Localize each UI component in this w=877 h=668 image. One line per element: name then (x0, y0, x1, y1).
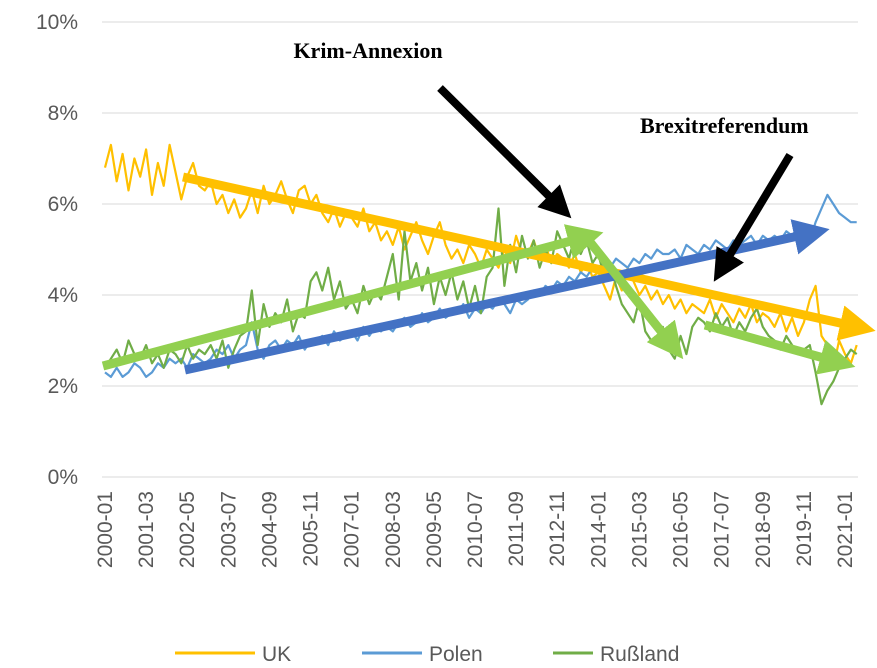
annotation: Brexitreferendum (640, 113, 809, 138)
y-tick-label: 8% (48, 102, 78, 125)
legend: UK Polen Rußland (175, 643, 679, 666)
y-tick-label: 10% (36, 11, 78, 34)
trend-arrow (703, 320, 856, 375)
x-tick-label: 2012-11 (546, 491, 569, 567)
x-tick-label: 2017-07 (711, 491, 734, 568)
x-tick-label: 2015-03 (628, 491, 651, 568)
x-tick-label: 2005-11 (300, 491, 323, 567)
y-tick-label: 2% (48, 375, 78, 398)
x-tick-label: 2018-09 (752, 491, 775, 568)
y-tick-label: 6% (48, 193, 78, 216)
x-tick-label: 2011-09 (505, 491, 528, 567)
x-tick-label: 2008-03 (382, 491, 405, 568)
x-tick-label: 2010-07 (464, 491, 487, 568)
trend-arrow (101, 224, 604, 371)
y-tick-label: 4% (48, 284, 78, 307)
x-tick-label: 2007-01 (341, 491, 364, 568)
legend-label: Rußland (600, 643, 679, 666)
x-tick-label: 2019-11 (793, 491, 816, 567)
trend-arrow (582, 234, 684, 360)
x-tick-label: 2001-03 (135, 491, 158, 568)
annotation-arrow (437, 85, 572, 219)
trend-arrows (101, 85, 876, 375)
x-tick-label: 2000-01 (94, 491, 117, 568)
x-tick-label: 2014-01 (587, 491, 610, 568)
annotation-arrow (713, 152, 794, 282)
x-tick-label: 2016-05 (670, 491, 693, 568)
x-tick-label: 2009-05 (423, 491, 446, 568)
x-tick-label: 2004-09 (258, 491, 281, 568)
x-tick-label: 2003-07 (217, 491, 240, 568)
x-tick-label: 2002-05 (176, 491, 199, 568)
y-tick-label: 0% (48, 466, 78, 489)
grid: 0% 2% 4% 6% 8% 10% 2000-01 2001-03 2002-05 2003-0… (36, 11, 858, 568)
legend-label: UK (262, 643, 291, 666)
legend-label: Polen (429, 643, 483, 666)
series-line (104, 193, 857, 378)
trend-arrow (184, 219, 830, 375)
x-tick-label: 2021-01 (834, 491, 857, 568)
annotation: Krim-Annexion (293, 38, 442, 63)
